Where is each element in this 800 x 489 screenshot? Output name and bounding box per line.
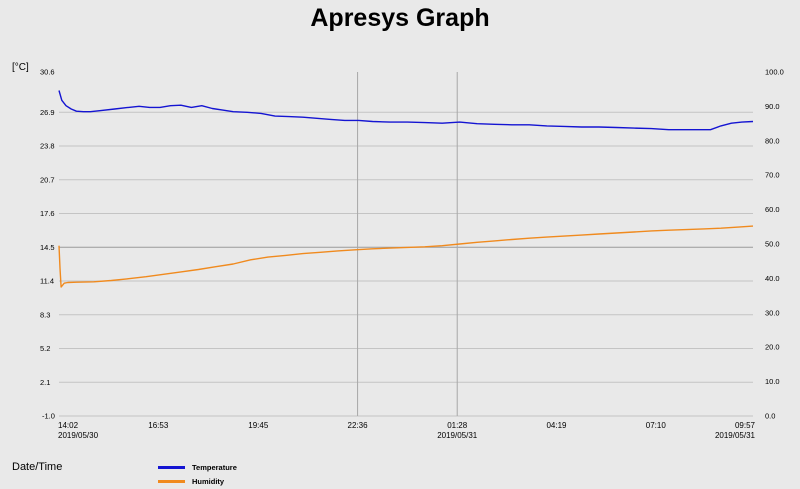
y-tick-label: 17.6 xyxy=(40,209,55,218)
x-tick-label: 16:53 xyxy=(148,421,169,430)
x-tick-date: 2019/05/30 xyxy=(58,431,99,440)
y2-tick-label: 80.0 xyxy=(765,136,780,145)
y-tick-label: -1.0 xyxy=(42,412,55,421)
legend-item-temperature: Temperature xyxy=(158,463,237,472)
x-tick-label: 14:02 xyxy=(58,421,79,430)
legend-swatch-temperature xyxy=(158,466,185,469)
y2-tick-label: 30.0 xyxy=(765,308,780,317)
x-tick-label: 07:10 xyxy=(646,421,667,430)
x-tick-label: 22:36 xyxy=(348,421,369,430)
x-tick-label: 04:19 xyxy=(546,421,567,430)
x-tick-label: 19:45 xyxy=(248,421,269,430)
y-tick-label: 30.6 xyxy=(40,68,55,77)
series-line-temperature xyxy=(58,90,754,131)
y2-tick-label: 20.0 xyxy=(765,343,780,352)
series-line-humidity xyxy=(58,225,754,288)
y-tick-label: 14.5 xyxy=(40,243,55,252)
legend-label-temperature: Temperature xyxy=(192,463,237,472)
y-axis-unit-label: [°C] xyxy=(12,62,29,73)
chart-title: Apresys Graph xyxy=(310,4,490,32)
x-tick-label: 01:28 xyxy=(447,421,468,430)
y-tick-label: 5.2 xyxy=(40,344,50,353)
y2-tick-label: 10.0 xyxy=(765,377,780,386)
y2-tick-label: 0.0 xyxy=(765,412,775,421)
y-tick-label: 23.8 xyxy=(40,142,55,151)
x-axis-label: Date/Time xyxy=(12,461,63,473)
legend-label-humidity: Humidity xyxy=(192,477,225,486)
legend-swatch-humidity xyxy=(158,480,185,483)
y-tick-label: 26.9 xyxy=(40,108,55,117)
y-tick-label: 2.1 xyxy=(40,378,50,387)
x-tick-label: 09:57 xyxy=(735,421,756,430)
legend-item-humidity: Humidity xyxy=(158,477,224,486)
y2-tick-label: 60.0 xyxy=(765,205,780,214)
y-tick-label: 11.4 xyxy=(40,277,54,286)
y2-tick-label: 70.0 xyxy=(765,171,780,180)
y2-tick-label: 100.0 xyxy=(765,68,784,77)
y-tick-label: 20.7 xyxy=(40,175,55,184)
y-tick-label: 8.3 xyxy=(40,310,50,319)
x-tick-date: 2019/05/31 xyxy=(437,431,478,440)
y2-tick-label: 90.0 xyxy=(765,102,780,111)
x-tick-date: 2019/05/31 xyxy=(715,431,756,440)
y2-tick-label: 50.0 xyxy=(765,240,780,249)
y2-tick-label: 40.0 xyxy=(765,274,780,283)
